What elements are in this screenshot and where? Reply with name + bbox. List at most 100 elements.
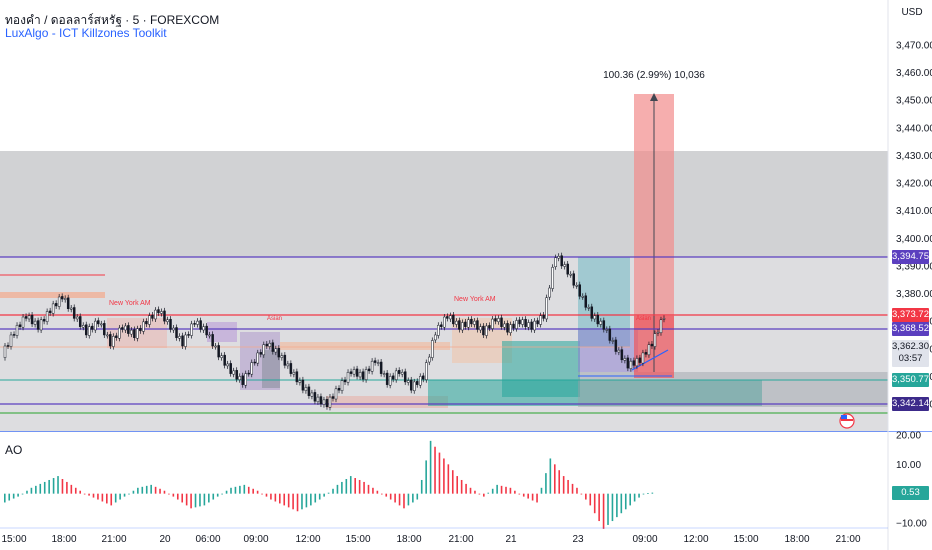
ao-bar — [496, 484, 498, 494]
ao-bar — [540, 487, 543, 494]
ao-bar — [456, 476, 459, 494]
ao-bar — [52, 478, 55, 494]
ao-bar — [181, 493, 184, 503]
candle-body — [57, 296, 61, 307]
candle-body — [319, 396, 323, 405]
candle-body — [476, 320, 479, 330]
candle-body — [467, 319, 470, 328]
ao-bar — [70, 484, 73, 494]
candle-body — [419, 376, 422, 386]
candle-body — [412, 381, 416, 391]
candle-body — [190, 323, 193, 336]
candle-body — [545, 297, 548, 320]
ao-bar — [553, 464, 556, 494]
time-tick-label: 12:00 — [295, 534, 320, 545]
candle-body — [536, 320, 539, 325]
ao-bar — [465, 483, 467, 494]
price-tick-label: 3,390.00 — [896, 261, 932, 272]
ao-bar — [296, 493, 299, 512]
ao-bar — [580, 493, 583, 495]
candle-body — [151, 314, 154, 319]
candle-body — [250, 362, 253, 375]
price-tick-label: 3,450.00 — [896, 96, 932, 107]
candle-body — [241, 375, 244, 385]
candle-body — [500, 317, 503, 327]
candle-body — [51, 303, 55, 314]
candle-body — [154, 309, 157, 320]
ao-bar — [341, 481, 343, 494]
time-tick-label: 15:00 — [345, 534, 370, 545]
trend-line — [631, 349, 669, 371]
candle-body — [539, 315, 542, 325]
ao-bar — [620, 493, 623, 514]
ao-bar — [225, 490, 228, 494]
candle-body — [136, 328, 139, 339]
candle-body — [431, 340, 434, 358]
ao-bar — [159, 488, 161, 494]
ao-bar — [265, 493, 268, 497]
ao-axis[interactable]: 20.00 10.00 −10.00 — [896, 431, 927, 530]
candle-body — [262, 344, 266, 356]
candle-body — [24, 316, 28, 319]
candle-body — [581, 296, 584, 298]
ao-bar — [21, 493, 24, 495]
candle-body — [172, 327, 175, 331]
price-tick-label: 3,420.00 — [896, 179, 932, 190]
candle-body — [130, 329, 133, 335]
candle-body — [473, 320, 476, 325]
ao-bar — [145, 485, 148, 494]
ao-bar — [394, 493, 396, 503]
candle-body — [370, 360, 374, 372]
indicator-title[interactable]: LuxAlgo - ICT Killzones Toolkit — [5, 26, 167, 40]
candle-body — [527, 322, 530, 328]
candle-body — [214, 345, 217, 348]
session-box — [280, 342, 450, 350]
candle-body — [653, 333, 657, 347]
ao-bar — [168, 493, 170, 495]
candle-body — [620, 349, 624, 361]
candle-body — [388, 376, 392, 386]
candle-body — [94, 320, 97, 331]
candle-body — [310, 392, 314, 397]
candle-body — [608, 328, 612, 341]
candle-body — [328, 396, 332, 408]
time-tick-label: 20 — [159, 534, 171, 545]
candle-body — [259, 352, 263, 355]
candle-body — [656, 331, 660, 334]
candle-body — [286, 363, 290, 367]
currency-button[interactable]: USD — [901, 7, 923, 18]
candle-body — [662, 318, 666, 320]
candle-body — [512, 323, 515, 329]
ao-bar — [633, 493, 636, 502]
candle-body — [88, 326, 91, 336]
candle-body — [587, 307, 591, 309]
measure-arrow — [650, 93, 658, 101]
candle-body — [39, 319, 43, 331]
candle-body — [235, 370, 238, 380]
session-box — [262, 350, 280, 388]
ao-bar — [354, 478, 356, 494]
session-label: New York AM — [109, 300, 151, 307]
ao-bar — [518, 493, 521, 495]
ao-bar — [274, 493, 277, 502]
pane-divider — [0, 431, 932, 432]
candle-body — [30, 314, 34, 325]
time-axis[interactable]: 15:00 18:00 21:00 20 06:00 09:00 12:00 15:00 18:… — [1, 534, 860, 545]
ao-bar — [585, 493, 587, 500]
ao-bar — [110, 493, 113, 506]
ao-bar — [163, 490, 166, 494]
tag-purple: 3,368.52 — [892, 322, 929, 336]
candle-body — [530, 321, 533, 330]
us-flag-icon-canton — [841, 415, 847, 419]
ao-bar — [97, 493, 99, 500]
candle-body — [178, 336, 181, 339]
symbol-title[interactable]: ทองคำ / ดอลลาร์สหรัฐ · 5 · FOREXCOM — [5, 13, 220, 27]
candle-body — [394, 370, 398, 380]
candle-body — [482, 325, 485, 336]
ao-bar — [642, 493, 645, 495]
ao-bar — [545, 473, 547, 494]
ao-label[interactable]: AO — [5, 443, 23, 457]
tag-green: 3,350.77 — [892, 373, 929, 387]
candle-body — [533, 320, 536, 331]
candle-body — [127, 325, 130, 334]
